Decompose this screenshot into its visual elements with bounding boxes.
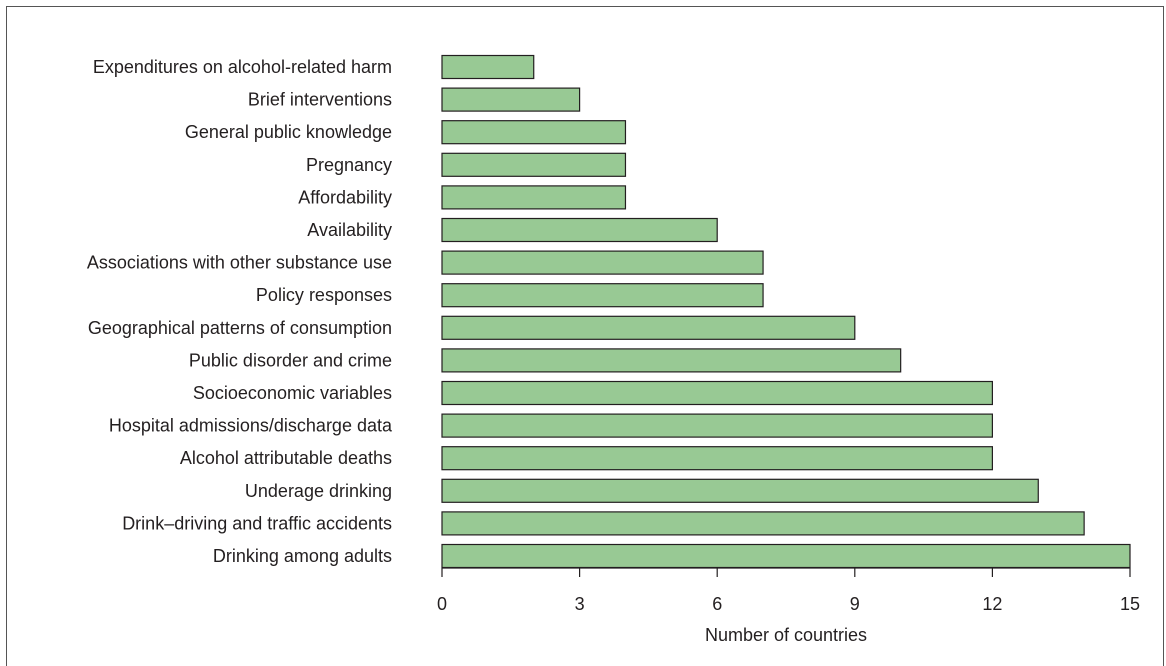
category-label: Pregnancy: [306, 155, 392, 175]
bar: [441, 250, 764, 275]
category-label: Policy responses: [256, 285, 392, 305]
bar: [441, 54, 535, 80]
category-label: Availability: [307, 220, 392, 240]
x-tick-label: 12: [982, 594, 1002, 614]
category-label: Affordability: [298, 187, 392, 207]
category-label: Drink–driving and traffic accidents: [122, 513, 392, 533]
x-axis-title: Number of countries: [705, 625, 867, 645]
bar: [441, 87, 581, 112]
category-label: Associations with other substance use: [87, 253, 392, 273]
bar: [441, 152, 627, 177]
bar: [441, 315, 856, 340]
bar: [441, 413, 994, 438]
category-labels-group: Expenditures on alcohol-related harm Brie…: [87, 57, 393, 566]
bar: [441, 543, 1131, 569]
category-label: Expenditures on alcohol-related harm: [93, 57, 392, 77]
category-label: Hospital admissions/discharge data: [109, 416, 393, 436]
category-label: Socioeconomic variables: [193, 383, 392, 403]
bar: [441, 511, 1085, 536]
bar: [441, 380, 994, 406]
category-label: Geographical patterns of consumption: [88, 318, 392, 338]
x-tick-label: 15: [1120, 594, 1140, 614]
bar: [441, 478, 1039, 503]
bar: [441, 283, 764, 308]
x-tick-label: 9: [850, 594, 860, 614]
bar: [441, 446, 994, 471]
x-tick-label: 3: [575, 594, 585, 614]
bar: [441, 217, 718, 243]
x-tick-label: 6: [712, 594, 722, 614]
bar: [441, 120, 627, 145]
x-ticks-group: 0 3 6 9 12 15: [437, 568, 1140, 614]
category-label: Underage drinking: [245, 481, 392, 501]
bars-group: [441, 54, 1131, 569]
x-tick-label: 0: [437, 594, 447, 614]
category-label: Public disorder and crime: [189, 350, 392, 370]
category-label: Alcohol attributable deaths: [180, 448, 392, 468]
category-label: Brief interventions: [248, 90, 392, 110]
chart-frame: [6, 6, 1164, 666]
category-label: General public knowledge: [185, 122, 392, 142]
bar: [441, 348, 902, 373]
bar: [441, 185, 627, 210]
category-label: Drinking among adults: [213, 546, 392, 566]
